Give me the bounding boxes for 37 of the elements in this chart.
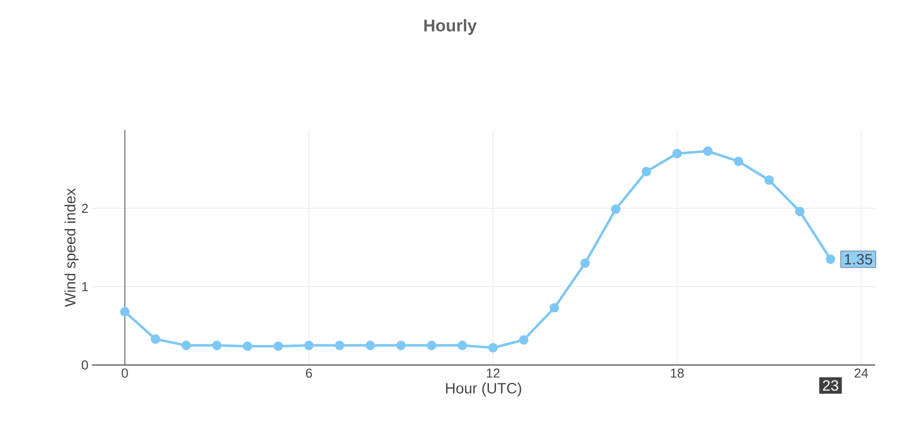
point [550,303,560,313]
point [120,307,130,316]
point [580,258,590,268]
point [611,204,620,214]
point [304,340,314,350]
point [458,340,468,350]
point [426,340,436,350]
text: 23 [822,380,838,391]
point [642,166,652,176]
x-tick-label: 12 [486,368,500,378]
x-tick-label: 0 [122,368,128,378]
point [181,340,191,350]
x-axis-title: Hour (UTC) [446,382,522,396]
point [826,254,836,264]
x-tick-label: 6 [306,368,312,378]
y-tick-label: 0 [82,360,88,370]
y-tick-label: 2 [82,204,88,213]
y-axis-title: Wind speed index [64,188,78,307]
point [795,206,805,216]
annotation: 1.35 [844,254,872,265]
point [366,340,376,350]
point [488,343,498,352]
point [703,146,713,156]
point [518,335,528,345]
point [672,148,682,158]
point [150,334,160,344]
y-tick-label: 1 [82,282,88,292]
point [764,175,774,185]
x-tick-label: 18 [670,368,684,378]
x-tick-label: 24 [854,368,868,378]
point [734,156,744,166]
point [334,340,344,350]
point [274,341,283,351]
point [242,341,252,351]
chart-title: Hourly [424,19,477,35]
point [212,340,222,350]
point [396,340,406,350]
